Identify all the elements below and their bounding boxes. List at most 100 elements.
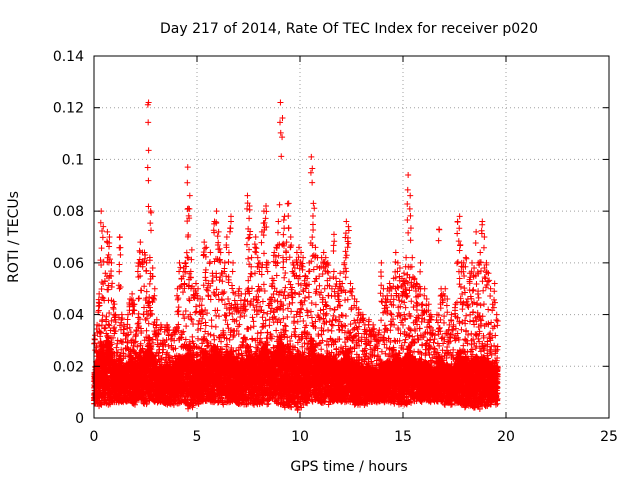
data-point	[142, 316, 149, 323]
data-point	[223, 234, 230, 240]
data-point	[148, 227, 155, 234]
data-point	[227, 218, 234, 225]
data-point	[102, 270, 109, 277]
data-point	[184, 164, 191, 171]
data-point	[98, 401, 105, 408]
data-point	[207, 249, 214, 256]
data-point	[99, 294, 106, 301]
data-point	[182, 260, 189, 267]
data-point	[96, 322, 103, 329]
data-point	[201, 245, 208, 252]
chart-title: Day 217 of 2014, Rate Of TEC Index for r…	[160, 21, 538, 37]
data-point	[225, 259, 232, 266]
data-point	[102, 316, 109, 323]
data-point	[208, 323, 215, 330]
data-point	[183, 323, 190, 330]
data-point	[102, 324, 109, 331]
data-point	[143, 315, 150, 322]
data-point	[177, 264, 184, 271]
data-point	[145, 119, 152, 126]
data-point	[225, 295, 232, 302]
data-point	[146, 280, 153, 287]
data-point	[227, 213, 234, 220]
data-point	[202, 269, 209, 276]
data-point	[105, 321, 112, 328]
data-point	[229, 268, 236, 275]
data-point	[116, 322, 123, 329]
data-point	[137, 239, 144, 246]
data-point	[116, 244, 123, 251]
data-point	[97, 401, 104, 408]
data-point	[98, 245, 105, 252]
grid-lines	[94, 56, 609, 418]
data-point	[96, 300, 103, 307]
data-point	[184, 179, 191, 186]
data-point	[118, 311, 125, 318]
data-point	[105, 251, 112, 258]
data-point	[108, 268, 115, 275]
data-point	[180, 311, 187, 318]
data-point	[104, 228, 111, 235]
data-point	[192, 280, 199, 287]
data-point	[141, 283, 148, 290]
data-point	[95, 296, 102, 303]
data-point	[97, 330, 104, 337]
data-point	[176, 268, 183, 275]
data-point	[229, 285, 236, 292]
data-point	[149, 265, 156, 272]
data-point	[114, 340, 121, 347]
data-point	[226, 228, 233, 235]
data-point	[181, 315, 188, 322]
data-point	[176, 259, 183, 266]
data-point	[144, 164, 151, 171]
data-point	[179, 289, 186, 296]
data-point	[201, 239, 208, 246]
data-point	[97, 257, 104, 264]
data-point	[186, 192, 193, 199]
data-point	[214, 233, 221, 240]
data-point	[110, 304, 117, 311]
data-point	[216, 277, 223, 284]
data-point	[150, 295, 157, 302]
data-point	[195, 335, 202, 342]
data-point	[136, 295, 143, 302]
data-point	[116, 268, 123, 275]
data-point	[208, 317, 215, 324]
data-point	[194, 327, 201, 334]
data-point	[145, 177, 152, 184]
data-point	[193, 303, 200, 310]
data-point	[97, 338, 104, 345]
data-point	[188, 316, 195, 323]
data-point	[129, 290, 136, 297]
data-point	[108, 259, 115, 266]
data-point	[175, 304, 182, 311]
data-point	[227, 225, 234, 232]
data-point	[96, 290, 103, 297]
data-point	[143, 288, 150, 295]
data-point	[178, 331, 185, 338]
data-point	[146, 294, 153, 301]
data-point	[124, 316, 131, 323]
data-point	[103, 400, 110, 407]
data-point	[213, 208, 220, 215]
data-point	[116, 234, 123, 240]
data-point	[99, 228, 106, 235]
data-point	[108, 284, 115, 291]
data-point	[98, 262, 105, 269]
data-point	[215, 313, 222, 320]
data-point	[215, 228, 222, 235]
data-point	[105, 286, 112, 293]
data-point	[180, 328, 187, 335]
data-point	[100, 223, 107, 230]
data-point	[117, 251, 124, 258]
data-point	[219, 297, 226, 304]
data-point	[147, 220, 154, 227]
data-points	[91, 100, 501, 414]
data-point	[116, 261, 123, 268]
data-point	[138, 287, 145, 294]
data-point	[103, 313, 110, 320]
data-point	[97, 219, 104, 226]
data-point	[183, 249, 190, 256]
data-point	[212, 323, 219, 330]
